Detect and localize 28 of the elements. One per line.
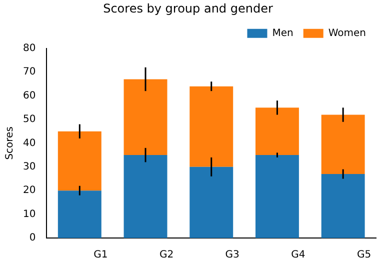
bar: [58, 131, 102, 191]
bar: [124, 79, 168, 156]
x-tick-label: G2: [159, 250, 174, 261]
bar: [190, 166, 234, 238]
bar: [321, 174, 365, 238]
legend-label: Women: [328, 28, 366, 39]
chart-title: Scores by group and gender: [103, 1, 273, 16]
x-tick-label: G3: [225, 250, 240, 261]
bar: [190, 86, 234, 167]
y-tick-label: 60: [22, 90, 36, 102]
y-tick-label: 80: [22, 42, 36, 54]
bar: [58, 190, 102, 238]
bar: [255, 155, 299, 238]
y-tick-label: 10: [22, 208, 36, 220]
x-tick-label: G4: [291, 250, 306, 261]
y-tick-label: 20: [22, 185, 36, 196]
x-tick-label: G1: [94, 250, 108, 261]
y-axis-title: Scores: [4, 126, 16, 160]
legend-label: Men: [272, 28, 294, 39]
y-tick-label: 50: [22, 114, 36, 126]
y-tick-label: 70: [22, 66, 36, 78]
x-tick-label: G5: [357, 250, 372, 261]
y-tick-label: 30: [22, 161, 36, 172]
y-tick-label: 40: [22, 138, 36, 149]
y-tick-label: 0: [29, 232, 36, 244]
bar: [255, 108, 299, 156]
bar: [321, 114, 365, 174]
bar: [124, 155, 168, 238]
